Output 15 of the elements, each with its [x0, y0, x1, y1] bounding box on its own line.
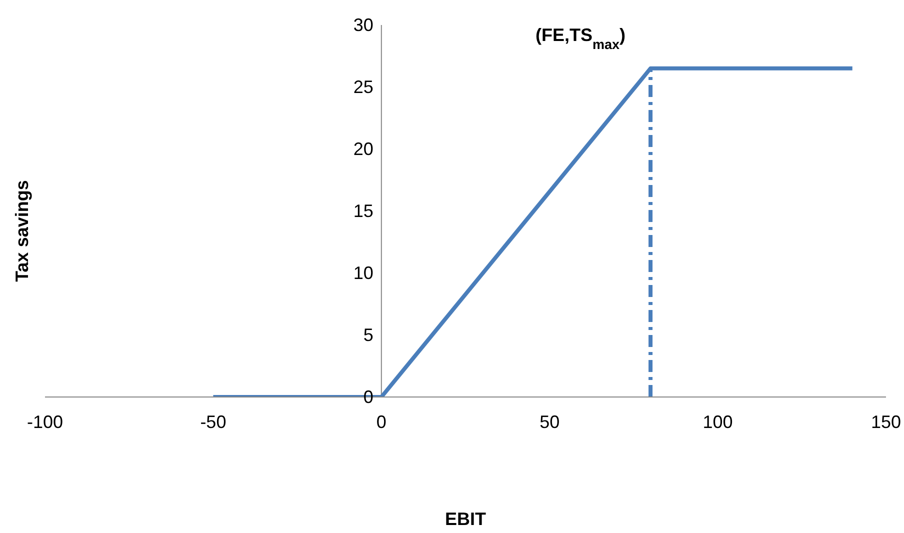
- x-axis-title: EBIT: [444, 509, 486, 529]
- y-tick-label: 25: [353, 77, 374, 97]
- y-tick-label: 30: [353, 15, 374, 35]
- y-tick-label: 10: [353, 263, 374, 283]
- x-tick-label: 0: [376, 412, 386, 432]
- y-tick-label: 15: [353, 201, 374, 221]
- y-tick-label: 20: [353, 139, 374, 159]
- x-tick-label: 100: [702, 412, 733, 432]
- annotation: (FE,TS$_{max}$): [536, 25, 626, 52]
- x-tick-label: -100: [26, 412, 64, 432]
- y-axis-title: Tax savings: [12, 180, 32, 282]
- y-tick-label: 5: [363, 325, 374, 345]
- x-tick-label: 50: [540, 412, 560, 432]
- x-tick-label: 150: [870, 412, 902, 432]
- x-tick-label: -50: [200, 412, 226, 432]
